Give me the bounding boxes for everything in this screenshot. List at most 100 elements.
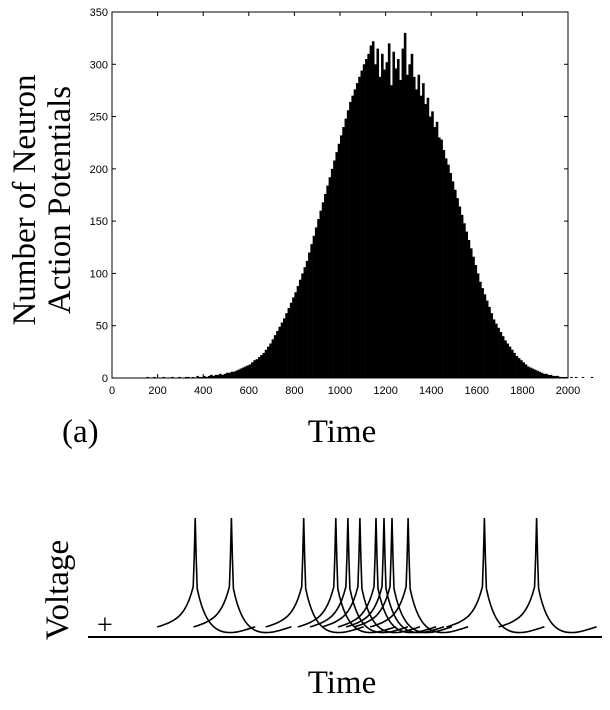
histogram-bar bbox=[314, 227, 318, 378]
histogram-bar bbox=[419, 95, 423, 379]
histogram-bar bbox=[351, 95, 354, 379]
histogram-bar bbox=[278, 326, 282, 378]
histogram-bar bbox=[449, 173, 453, 378]
x-tick-label: 400 bbox=[194, 385, 212, 397]
x-tick-label: 1800 bbox=[510, 385, 534, 397]
histogram-bar bbox=[303, 267, 307, 378]
histogram-panel: Number of Neuron Action Potentials 0 200 4… bbox=[7, 7, 594, 450]
voltage-trace bbox=[193, 517, 292, 634]
histogram-bar bbox=[422, 83, 425, 378]
histogram-bar bbox=[529, 367, 532, 378]
histogram-bar bbox=[328, 177, 332, 378]
histogram-bar bbox=[376, 48, 380, 378]
histogram-bar bbox=[219, 373, 222, 378]
histogram-bar bbox=[285, 313, 288, 378]
histogram-bar bbox=[428, 116, 432, 379]
x-tick-label: 200 bbox=[148, 385, 166, 397]
y-axis-label-line1: Number of Neuron bbox=[7, 74, 43, 325]
histogram-bar bbox=[490, 313, 494, 378]
histogram-bar bbox=[426, 97, 430, 379]
histogram-bar bbox=[298, 279, 302, 378]
y-axis-label-line2: Action Potentials bbox=[42, 86, 78, 314]
histogram-bar bbox=[335, 152, 339, 378]
voltage-trace bbox=[446, 517, 545, 634]
histogram-bar bbox=[253, 360, 256, 378]
histogram-bar bbox=[362, 64, 366, 379]
histogram-bar bbox=[492, 319, 496, 378]
histogram-bar bbox=[280, 322, 284, 378]
y-tick-label: 200 bbox=[90, 164, 108, 176]
histogram-bar bbox=[481, 288, 484, 378]
y-tick-label: 150 bbox=[90, 216, 108, 228]
histogram-bar bbox=[520, 360, 523, 378]
histogram-bar bbox=[287, 307, 291, 378]
histogram-bar bbox=[565, 376, 569, 378]
histogram-bar bbox=[538, 371, 541, 378]
histogram-bar bbox=[369, 45, 373, 378]
baseline-plus-marker: + bbox=[97, 610, 113, 641]
histogram-bar bbox=[200, 376, 204, 378]
histogram-bar bbox=[367, 53, 370, 378]
histogram-bar bbox=[374, 64, 377, 379]
x-tick-labels: 0 200 400 600 800 1000 1200 1400 1600 1800 2000 bbox=[109, 385, 580, 397]
histogram-bar bbox=[310, 244, 313, 378]
histogram-bar bbox=[435, 121, 439, 379]
histogram-bar bbox=[401, 48, 405, 378]
histogram-bar bbox=[495, 323, 498, 378]
histogram-bar bbox=[554, 375, 557, 378]
histogram-bar bbox=[385, 62, 389, 379]
histogram-bar bbox=[153, 376, 156, 378]
histogram-bar bbox=[296, 285, 300, 378]
histogram-bar bbox=[203, 375, 206, 378]
x-tick-label: 1000 bbox=[328, 385, 352, 397]
x-tick-label: 800 bbox=[285, 385, 303, 397]
y-tick-label: 300 bbox=[90, 59, 108, 71]
histogram-bar bbox=[463, 223, 466, 378]
histogram-bar bbox=[251, 362, 254, 378]
histogram-bar bbox=[324, 193, 327, 378]
histogram-bar bbox=[552, 375, 555, 378]
histogram-bar bbox=[545, 373, 548, 378]
voltage-traces bbox=[157, 517, 597, 634]
histogram-bar bbox=[542, 373, 546, 378]
histogram-bar bbox=[497, 327, 500, 378]
histogram-bar bbox=[326, 185, 329, 378]
histogram-bar bbox=[399, 79, 402, 378]
histogram-bar bbox=[365, 59, 368, 379]
histogram-bar bbox=[214, 374, 218, 378]
histogram-bar bbox=[264, 349, 268, 378]
histogram-bar bbox=[248, 364, 252, 378]
histogram-bar bbox=[292, 297, 295, 378]
x-tick-label: 1200 bbox=[373, 385, 397, 397]
histogram-bar bbox=[232, 371, 236, 378]
histogram-bar bbox=[531, 368, 535, 378]
histogram-bar bbox=[289, 302, 293, 378]
histogram-bar bbox=[474, 265, 478, 378]
histogram-bar bbox=[269, 343, 272, 378]
histogram-bar bbox=[178, 376, 181, 378]
histogram-bar bbox=[371, 41, 375, 378]
panel-label: (a) bbox=[62, 414, 99, 450]
histogram-bar bbox=[294, 292, 297, 378]
voltage-trace bbox=[157, 517, 256, 634]
histogram-bar bbox=[408, 64, 411, 379]
histogram-bar bbox=[344, 118, 348, 379]
histogram-bar bbox=[276, 330, 279, 378]
histogram-bar bbox=[305, 260, 309, 378]
x-tick-label: 2000 bbox=[556, 385, 580, 397]
histogram-bar bbox=[210, 374, 213, 378]
histogram-bar bbox=[424, 104, 427, 378]
histogram-bars bbox=[146, 32, 594, 379]
histogram-bar bbox=[438, 137, 441, 378]
histogram-bar bbox=[228, 372, 231, 378]
histogram-bar bbox=[476, 273, 480, 378]
histogram-bar bbox=[312, 235, 316, 378]
histogram-bar bbox=[301, 273, 304, 378]
histogram-bar bbox=[257, 357, 261, 378]
histogram-bar bbox=[244, 366, 247, 378]
histogram-bar bbox=[506, 343, 510, 378]
histogram-bar bbox=[433, 127, 437, 379]
histogram-bar bbox=[319, 210, 323, 378]
x-axis-label: Time bbox=[308, 414, 376, 450]
y-tick-label: 0 bbox=[102, 373, 108, 385]
